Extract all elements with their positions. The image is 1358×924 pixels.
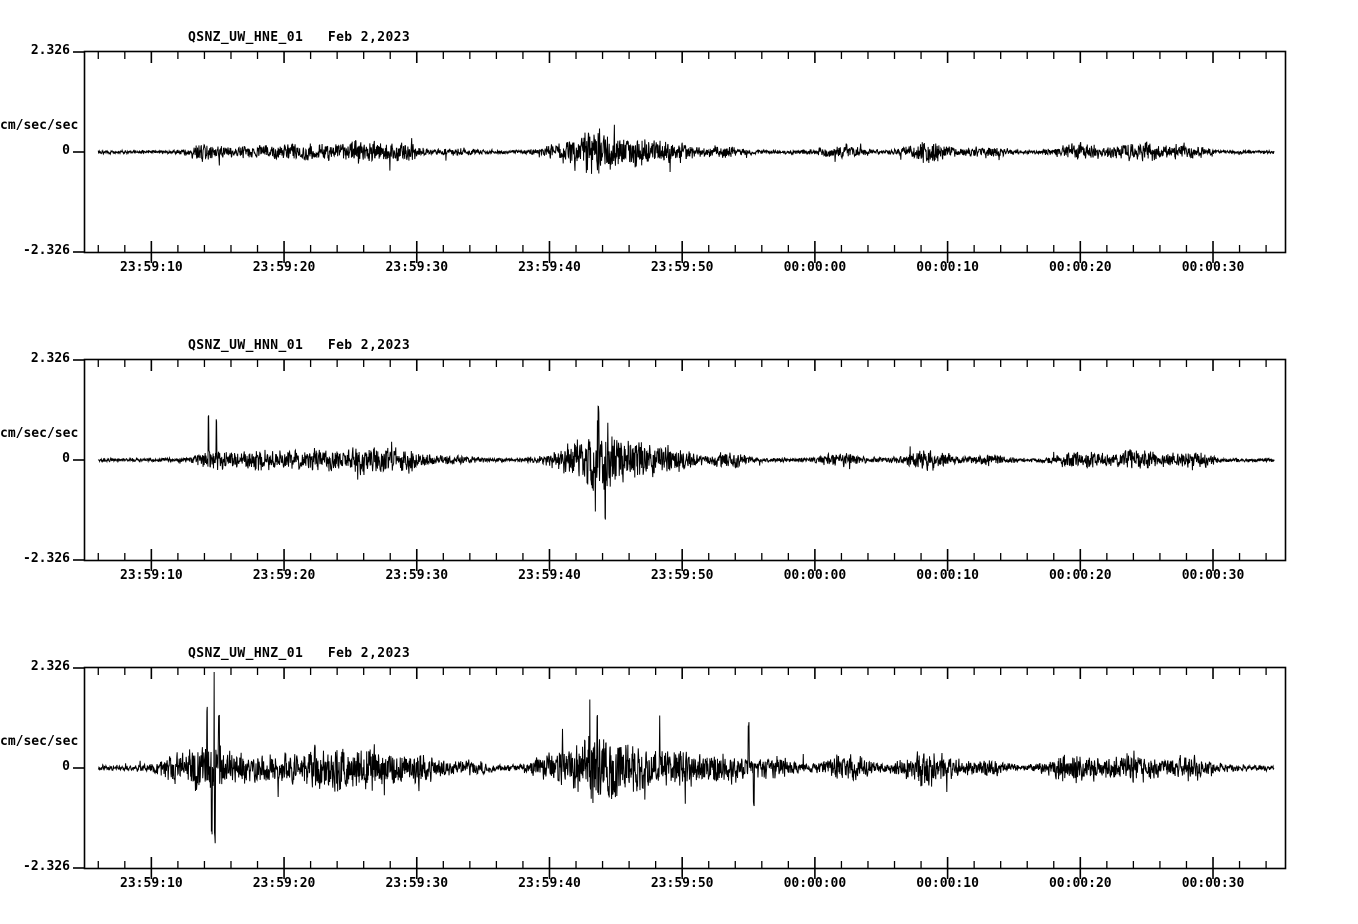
y-axis-max-label: 2.326: [30, 43, 70, 58]
x-axis-tick-label: 00:00:10: [916, 260, 979, 275]
x-axis-tick-label: 23:59:20: [252, 568, 316, 583]
plot-frame-hnn: [73, 358, 1287, 571]
x-axis-tick-label: 00:00:10: [916, 568, 979, 583]
axis-ticks: [73, 51, 1267, 263]
x-axis-tick-label: 23:59:40: [518, 260, 581, 275]
x-axis-tick-label: 00:00:10: [916, 876, 979, 891]
axis-ticks: [73, 359, 1267, 571]
x-axis-tick-label: 00:00:00: [783, 876, 847, 891]
channel-title: QSNZ_UW_HNN_01 Feb 2,2023: [188, 338, 411, 353]
x-axis-tick-label: 00:00:30: [1181, 876, 1245, 891]
y-axis-zero-label: 0: [62, 143, 70, 158]
y-axis-min-label: -2.326: [23, 243, 70, 258]
y-axis-max-label: 2.326: [30, 659, 70, 674]
x-axis-tick-label: 23:59:30: [385, 876, 449, 891]
x-axis-tick-label: 23:59:50: [650, 876, 714, 891]
x-axis-tick-label: 00:00:00: [783, 260, 847, 275]
y-axis-zero-label: 0: [62, 451, 70, 466]
x-axis-tick-label: 23:59:30: [385, 260, 449, 275]
x-axis-tick-label: 23:59:50: [650, 568, 714, 583]
x-axis-tick-label: 00:00:00: [783, 568, 847, 583]
x-axis-tick-label: 00:00:30: [1181, 260, 1245, 275]
x-axis-tick-label: 23:59:20: [252, 876, 316, 891]
y-axis-min-label: -2.326: [23, 859, 70, 874]
y-axis-zero-label: 0: [62, 759, 70, 774]
y-axis-unit-label: cm/sec/sec: [0, 118, 79, 133]
seismogram-panel-hnn: QSNZ_UW_HNN_01 Feb 2,2023 2.326 cm/sec/s…: [0, 308, 1358, 616]
x-axis-tick-label: 23:59:50: [650, 260, 714, 275]
x-axis-tick-label: 00:00:30: [1181, 568, 1245, 583]
plot-frame-hnz: [73, 666, 1287, 879]
x-axis-tick-label: 23:59:40: [518, 876, 581, 891]
y-axis-min-label: -2.326: [23, 551, 70, 566]
waveform-trace: [97, 671, 1275, 844]
x-axis-tick-label: 23:59:20: [252, 260, 316, 275]
seismogram-panel-hnz: QSNZ_UW_HNZ_01 Feb 2,2023 2.326 cm/sec/s…: [0, 616, 1358, 924]
seismogram-panel-hne: QSNZ_UW_HNE_01 Feb 2,2023 2.326 cm/sec/s…: [0, 0, 1358, 308]
plot-frame-hne: [73, 50, 1287, 263]
waveform-trace: [97, 124, 1275, 174]
x-axis-tick-label: 23:59:10: [120, 568, 183, 583]
axis-ticks: [73, 667, 1267, 879]
y-axis-max-label: 2.326: [30, 351, 70, 366]
x-axis-tick-label: 23:59:30: [385, 568, 449, 583]
channel-title: QSNZ_UW_HNZ_01 Feb 2,2023: [188, 646, 411, 661]
y-axis-unit-label: cm/sec/sec: [0, 734, 79, 749]
x-axis-tick-label: 23:59:10: [120, 260, 183, 275]
x-axis-tick-label: 00:00:20: [1048, 568, 1112, 583]
y-axis-unit-label: cm/sec/sec: [0, 426, 79, 441]
x-axis-tick-label: 23:59:40: [518, 568, 581, 583]
x-axis-tick-label: 00:00:20: [1048, 260, 1112, 275]
x-axis-tick-label: 23:59:10: [120, 876, 183, 891]
channel-title: QSNZ_UW_HNE_01 Feb 2,2023: [188, 30, 411, 45]
waveform-trace: [97, 405, 1275, 520]
x-axis-tick-label: 00:00:20: [1048, 876, 1112, 891]
